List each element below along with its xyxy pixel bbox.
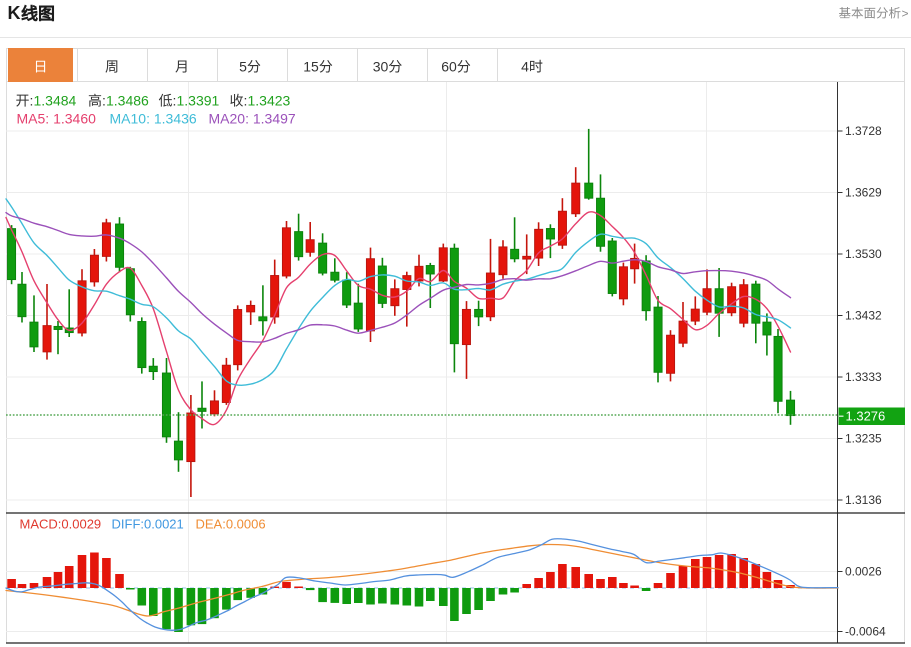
svg-text:0.0026: 0.0026 xyxy=(845,565,882,579)
svg-text:1.3629: 1.3629 xyxy=(845,186,882,200)
svg-text:MA10: 1.3436: MA10: 1.3436 xyxy=(110,111,197,127)
svg-text:MA20: 1.3497: MA20: 1.3497 xyxy=(209,111,296,127)
svg-text:4: 4 xyxy=(521,59,529,75)
svg-text::: : xyxy=(173,93,177,109)
svg-text:1.3484: 1.3484 xyxy=(34,93,77,109)
svg-text:K: K xyxy=(8,3,21,23)
svg-text:60: 60 xyxy=(441,59,457,75)
svg-text:MA5: 1.3460: MA5: 1.3460 xyxy=(17,111,97,127)
svg-text:1.3235: 1.3235 xyxy=(845,432,882,446)
svg-text:DEA:0.0006: DEA:0.0006 xyxy=(196,517,266,532)
svg-text:5: 5 xyxy=(239,59,247,75)
svg-text:MACD:0.0029: MACD:0.0029 xyxy=(20,517,102,532)
svg-text:1.3423: 1.3423 xyxy=(248,93,291,109)
svg-text:DIFF:0.0021: DIFF:0.0021 xyxy=(112,517,184,532)
svg-text:1.3136: 1.3136 xyxy=(845,493,882,507)
svg-text:1.3333: 1.3333 xyxy=(845,370,882,384)
svg-text:30: 30 xyxy=(373,59,389,75)
svg-text:1.3530: 1.3530 xyxy=(845,247,882,261)
svg-text:1.3728: 1.3728 xyxy=(845,124,882,138)
svg-text:-0.0064: -0.0064 xyxy=(845,625,886,639)
svg-text:1.3391: 1.3391 xyxy=(177,93,220,109)
svg-text:>: > xyxy=(902,7,909,21)
svg-text:15: 15 xyxy=(303,59,319,75)
svg-text:1.3486: 1.3486 xyxy=(106,93,149,109)
svg-text::: : xyxy=(102,93,106,109)
svg-text:1.3276: 1.3276 xyxy=(846,409,886,424)
svg-text::: : xyxy=(244,93,248,109)
svg-text::: : xyxy=(30,93,34,109)
svg-text:1.3432: 1.3432 xyxy=(845,309,882,323)
